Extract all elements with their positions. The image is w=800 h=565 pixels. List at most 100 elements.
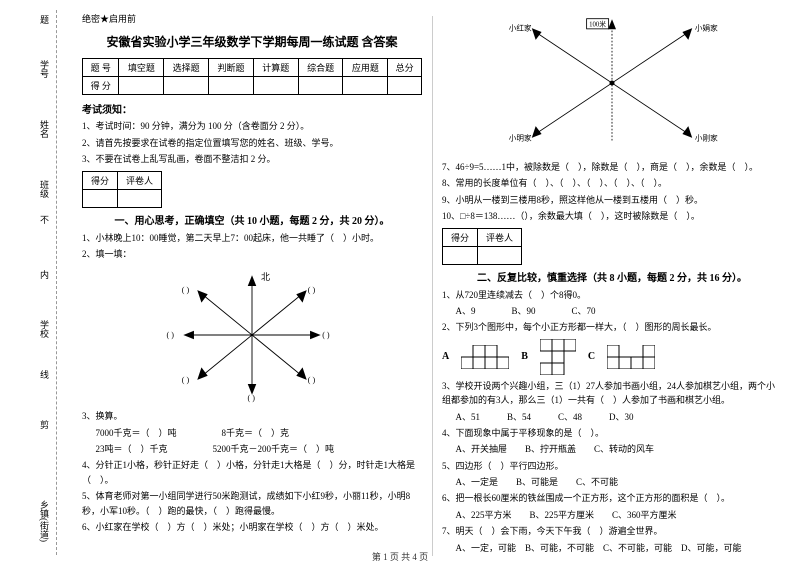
question: 4、分针正1小格，秒针正好走（ ）小格，分针走1大格是（ ）分，时针走1大格是（… — [82, 458, 422, 487]
th: 题 号 — [83, 59, 119, 77]
margin-label-id: 学号 — [38, 60, 51, 78]
options: A、51 B、54 C、48 D、30 — [442, 410, 782, 424]
mini-cell: 评卷人 — [478, 228, 522, 246]
mini-cell[interactable] — [118, 189, 162, 207]
margin-label-township: 乡镇(街道) — [38, 500, 51, 542]
td[interactable] — [253, 77, 298, 95]
question: 7、46÷9=5……1中，被除数是（ ），除数是（ ），商是（ ），余数是（ ）… — [442, 160, 782, 174]
notice-item: 3、不要在试卷上乱写乱画，卷面不整洁扣 2 分。 — [82, 153, 422, 167]
question-sub: 7000千克＝（ ）吨 8千克＝（ ）克 — [82, 426, 422, 440]
grader-table-2: 得分评卷人 — [442, 228, 522, 265]
th: 判断题 — [209, 59, 254, 77]
notice-head: 考试须知： — [82, 101, 422, 116]
th: 总分 — [388, 59, 422, 77]
grader-table: 得分评卷人 — [82, 171, 162, 208]
table-row: 题 号 填空题 选择题 判断题 计算题 综合题 应用题 总分 — [83, 59, 422, 77]
table-row: 得 分 — [83, 77, 422, 95]
notice-item: 2、请首先按要求在试卷的指定位置填写您的姓名、班级、学号。 — [82, 137, 422, 151]
shape-label-b: B — [521, 351, 528, 362]
left-margin: 乡镇(街道) 剪 线 学校 内 不 班级 姓名 学号 题 — [0, 0, 72, 565]
th: 应用题 — [343, 59, 388, 77]
td[interactable] — [119, 77, 164, 95]
td[interactable] — [298, 77, 343, 95]
svg-text:( ): ( ) — [308, 376, 316, 385]
question: 4、下面现象中属于平移现象的是（ ）。 — [442, 426, 782, 440]
question: 5、体育老师对第一小组同学进行50米跑测试，成绩如下小红9秒，小丽11秒，小明8… — [82, 489, 422, 518]
options: A、9 B、90 C、70 — [442, 304, 782, 318]
td: 得 分 — [83, 77, 119, 95]
compass-diagram: 北 ( ) ( ) ( ) ( ) ( ) ( ) ( ) — [162, 265, 342, 405]
question: 10、□÷8＝138……（），余数最大填（ ），这时被除数是（ ）。 — [442, 209, 782, 223]
shapes-row: A B C — [442, 339, 782, 375]
kite-br: 小刚家 — [695, 133, 718, 143]
margin-label-inner: 内 — [38, 270, 51, 279]
margin-label-school: 学校 — [38, 320, 51, 338]
th: 选择题 — [164, 59, 209, 77]
svg-text:( ): ( ) — [167, 331, 175, 340]
shape-label-a: A — [442, 351, 449, 362]
mini-cell[interactable] — [478, 246, 522, 264]
question: 1、小林晚上10：00睡觉，第二天早上7：00起床，他一共睡了（ ）小时。 — [82, 231, 422, 245]
kite-top-label: 100米 — [589, 19, 606, 28]
notice-list: 1、考试时间：90 分钟，满分为 100 分（含卷面分 2 分）。 2、请首先按… — [82, 120, 422, 167]
question: 6、小红家在学校（ ）方（ ）米处；小明家在学校（ ）方（ ）米处。 — [82, 520, 422, 534]
question: 6、把一根长60厘米的铁丝围成一个正方形，这个正方形的面积是（ ）。 — [442, 491, 782, 505]
column-separator — [432, 16, 433, 556]
secret-label: 绝密★启用前 — [82, 12, 422, 25]
notice-item: 1、考试时间：90 分钟，满分为 100 分（含卷面分 2 分）。 — [82, 120, 422, 134]
question: 5、四边形（ ）平行四边形。 — [442, 459, 782, 473]
margin-label-line: 线 — [38, 370, 51, 379]
svg-text:( ): ( ) — [322, 331, 330, 340]
question: 3、换算。 — [82, 409, 422, 423]
mini-cell: 得分 — [443, 228, 478, 246]
td[interactable] — [388, 77, 422, 95]
shape-b — [540, 339, 576, 375]
th: 综合题 — [298, 59, 343, 77]
options: A、开关抽屉 B、拧开瓶盖 C、转动的风车 — [442, 442, 782, 456]
left-column: 绝密★启用前 安徽省实验小学三年级数学下学期每周一练试题 含答案 题 号 填空题… — [72, 8, 432, 556]
td[interactable] — [209, 77, 254, 95]
svg-text:( ): ( ) — [308, 286, 316, 295]
options: A、225平方米 B、225平方厘米 C、360平方厘米 — [442, 508, 782, 522]
shape-a — [461, 345, 509, 369]
page-footer: 第 1 页 共 4 页 — [0, 550, 800, 563]
question: 9、小明从一楼到三楼用8秒，照这样他从一楼到五楼用（ ）秒。 — [442, 193, 782, 207]
shape-c — [607, 345, 655, 369]
margin-label-name: 姓名 — [38, 120, 51, 138]
margin-label-class: 班级 — [38, 180, 51, 198]
question: 7、明天（ ）会下雨，今天下午我（ ）游遍全世界。 — [442, 524, 782, 538]
svg-text:( ): ( ) — [182, 286, 190, 295]
question: 3、学校开设两个兴趣小组，三（1）27人参加书画小组，24人参加棋艺小组，两个小… — [442, 379, 782, 408]
kite-bl: 小明家 — [509, 133, 532, 143]
right-column: 100米 小红家 小娟家 小明家 小刚家 7、46÷9=5……1中，被除数是（ … — [432, 8, 792, 556]
mini-cell: 得分 — [83, 171, 118, 189]
question: 1、从720里连续减去（ ）个8得0。 — [442, 288, 782, 302]
td[interactable] — [343, 77, 388, 95]
compass-north: 北 — [261, 272, 270, 282]
question: 2、填一填： — [82, 247, 422, 261]
exam-title: 安徽省实验小学三年级数学下学期每周一练试题 含答案 — [82, 33, 422, 50]
kite-tr: 小娟家 — [695, 23, 718, 33]
th: 填空题 — [119, 59, 164, 77]
svg-text:( ): ( ) — [182, 376, 190, 385]
score-table: 题 号 填空题 选择题 判断题 计算题 综合题 应用题 总分 得 分 — [82, 58, 422, 95]
options: A、一定是 B、可能是 C、不可能 — [442, 475, 782, 489]
mini-cell[interactable] — [83, 189, 118, 207]
shape-label-c: C — [588, 351, 595, 362]
th: 计算题 — [253, 59, 298, 77]
mini-cell[interactable] — [443, 246, 478, 264]
svg-text:( ): ( ) — [248, 394, 256, 403]
section2-title: 二、反复比较，慎重选择（共 8 小题，每题 2 分，共 16 分）。 — [442, 269, 782, 284]
kite-tl: 小红家 — [509, 23, 532, 33]
margin-label-cut: 剪 — [38, 420, 51, 429]
question-sub: 23吨＝（ ）千克 5200千克－200千克＝（ ）吨 — [82, 442, 422, 456]
margin-dashed-line — [56, 10, 57, 555]
question: 8、常用的长度单位有（ ）、（ ）、（ ）、（ ）、（ ）。 — [442, 176, 782, 190]
mini-cell: 评卷人 — [118, 171, 162, 189]
section1-title: 一、用心思考，正确填空（共 10 小题，每题 2 分，共 20 分）。 — [82, 212, 422, 227]
exam-page: 绝密★启用前 安徽省实验小学三年级数学下学期每周一练试题 含答案 题 号 填空题… — [72, 8, 792, 556]
td[interactable] — [164, 77, 209, 95]
margin-label-ti: 题 — [38, 15, 51, 24]
question: 2、下列3个图形中，每个小正方形都一样大，（ ）图形的周长最长。 — [442, 320, 782, 334]
kite-diagram: 100米 小红家 小娟家 小明家 小刚家 — [502, 8, 722, 158]
